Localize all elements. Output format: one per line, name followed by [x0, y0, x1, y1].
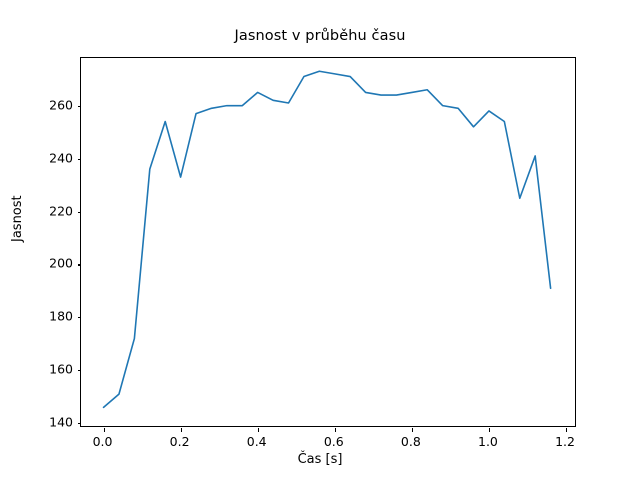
x-tick-label: 0.8 — [400, 434, 421, 449]
x-tick-mark — [257, 428, 259, 432]
x-tick-label: 0.6 — [323, 434, 344, 449]
y-axis-label: Jasnost — [10, 195, 25, 242]
y-tick-label: 200 — [49, 255, 73, 271]
y-tick-mark — [77, 317, 81, 319]
y-tick-mark — [77, 211, 81, 213]
y-tick-label: 240 — [49, 150, 73, 166]
x-tick-mark — [103, 428, 105, 432]
x-tick-label: 0.4 — [246, 434, 267, 449]
x-tick-mark — [566, 428, 568, 432]
y-tick-label: 140 — [49, 414, 73, 430]
x-axis-label: Čas [s] — [297, 452, 343, 467]
chart-title: Jasnost v průběhu času — [234, 28, 406, 44]
x-tick-mark — [488, 428, 491, 432]
x-tick-mark — [411, 428, 413, 432]
x-tick-label: 1.0 — [477, 434, 498, 449]
line-series-svg — [102, 70, 552, 409]
y-tick-mark — [77, 105, 81, 107]
y-tick-label: 160 — [49, 361, 73, 377]
x-tick-label: 0.2 — [169, 434, 190, 449]
plot-area — [77, 57, 576, 432]
x-tick-label: 1.2 — [555, 434, 575, 449]
data-line-jasnost — [102, 70, 552, 409]
y-tick-mark — [77, 423, 81, 425]
y-tick-label: 260 — [49, 97, 73, 113]
x-tick-label: 0.0 — [92, 434, 113, 449]
x-tick-mark — [180, 428, 182, 432]
y-tick-mark — [77, 370, 81, 372]
x-tick-mark — [334, 428, 336, 432]
y-tick-mark — [77, 158, 81, 160]
y-tick-mark — [77, 264, 81, 266]
y-tick-label: 180 — [49, 308, 73, 324]
y-tick-label: 220 — [49, 203, 73, 218]
